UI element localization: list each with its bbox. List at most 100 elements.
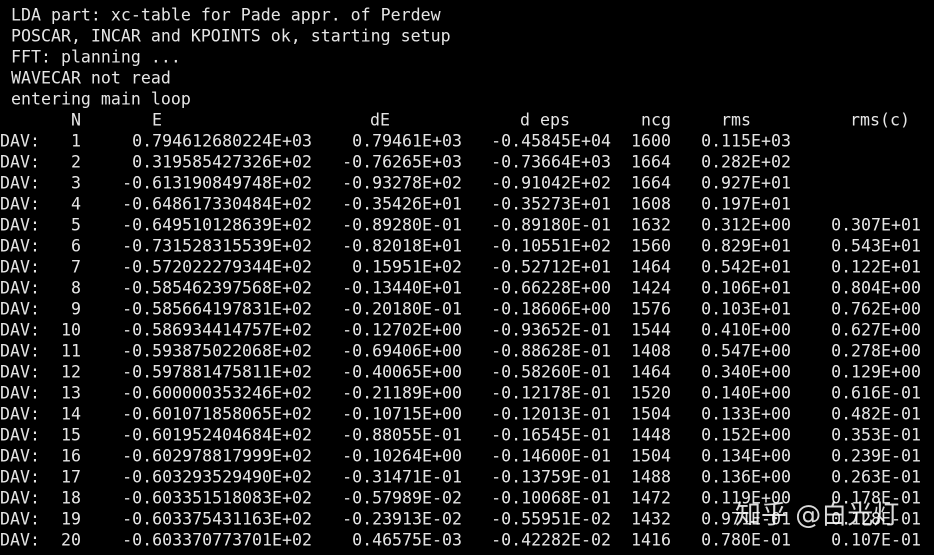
step-number: 8 [71, 279, 81, 298]
eigenvalue-change: -0.14600E-01 [491, 447, 611, 466]
rms: 0.927E+01 [701, 174, 791, 193]
eigenvalue-change: -0.42282E-02 [491, 531, 611, 550]
eigenvalue-change: -0.88628E-01 [491, 342, 611, 361]
energy-change: -0.69406E+00 [342, 342, 462, 361]
column-header: dE [370, 111, 390, 130]
rms: 0.134E+00 [701, 447, 791, 466]
energy: -0.601071858065E+02 [122, 405, 312, 424]
eigenvalue-change: -0.12013E-01 [491, 405, 611, 424]
eigenvalue-change: -0.93652E-01 [491, 321, 611, 340]
step-number: 19 [61, 510, 81, 529]
energy-change: -0.23913E-02 [342, 510, 462, 529]
rms: 0.103E+01 [701, 300, 791, 319]
energy: -0.586934414757E+02 [122, 321, 312, 340]
energy-change: -0.31471E-01 [342, 468, 462, 487]
eigenvalue-change: -0.66228E+00 [491, 279, 611, 298]
row-label: DAV: [0, 363, 40, 382]
ncg: 1464 [631, 363, 671, 382]
column-header: rms(c) [850, 111, 910, 130]
ncg: 1544 [631, 321, 671, 340]
rms-c: 0.278E+00 [831, 342, 921, 361]
rms-c: 0.239E-01 [831, 447, 921, 466]
log-line: SCALAPACK will be used [11, 0, 231, 4]
column-header: rms [721, 111, 751, 130]
step-number: 13 [61, 384, 81, 403]
energy-change: -0.57989E-02 [342, 489, 462, 508]
energy-change: 0.46575E-03 [352, 531, 462, 550]
energy: -0.600000353246E+02 [122, 384, 312, 403]
energy: -0.597881475811E+02 [122, 363, 312, 382]
rms: 0.780E-01 [701, 531, 791, 550]
rms-c: 0.616E-01 [831, 384, 921, 403]
eigenvalue-change: -0.35273E+01 [491, 195, 611, 214]
rms: 0.340E+00 [701, 363, 791, 382]
step-number: 1 [71, 132, 81, 151]
column-header: N [71, 111, 81, 130]
energy-change: -0.13440E+01 [342, 279, 462, 298]
step-number: 9 [71, 300, 81, 319]
eigenvalue-change: -0.73664E+03 [491, 153, 611, 172]
row-label: DAV: [0, 489, 40, 508]
rms: 0.971E-01 [701, 510, 791, 529]
energy: 0.319585427326E+02 [132, 153, 312, 172]
rms: 0.106E+01 [701, 279, 791, 298]
energy-change: 0.15951E+02 [352, 258, 462, 277]
energy: -0.572022279344E+02 [122, 258, 312, 277]
eigenvalue-change: -0.58260E-01 [491, 363, 611, 382]
ncg: 1664 [631, 153, 671, 172]
rms-c: 0.122E+01 [831, 258, 921, 277]
ncg: 1560 [631, 237, 671, 256]
row-label: DAV: [0, 426, 40, 445]
energy: -0.585462397568E+02 [122, 279, 312, 298]
step-number: 18 [61, 489, 81, 508]
row-label: DAV: [0, 447, 40, 466]
ncg: 1408 [631, 342, 671, 361]
step-number: 16 [61, 447, 81, 466]
rms-c: 0.627E+00 [831, 321, 921, 340]
row-label: DAV: [0, 216, 40, 235]
step-number: 15 [61, 426, 81, 445]
ncg: 1424 [631, 279, 671, 298]
column-header: d eps [520, 111, 570, 130]
log-line: POSCAR, INCAR and KPOINTS ok, starting s… [11, 27, 451, 46]
ncg: 1432 [631, 510, 671, 529]
rms-c: 0.804E+00 [831, 279, 921, 298]
rms-c: 0.543E+01 [831, 237, 921, 256]
row-label: DAV: [0, 342, 40, 361]
step-number: 7 [71, 258, 81, 277]
energy-change: -0.93278E+02 [342, 174, 462, 193]
rms: 0.197E+01 [701, 195, 791, 214]
energy-change: -0.76265E+03 [342, 153, 462, 172]
column-header: E [152, 111, 162, 130]
eigenvalue-change: -0.91042E+02 [491, 174, 611, 193]
eigenvalue-change: -0.16545E-01 [491, 426, 611, 445]
log-line: WAVECAR not read [11, 69, 171, 88]
rms-c: 0.762E+00 [831, 300, 921, 319]
ncg: 1520 [631, 384, 671, 403]
log-line: entering main loop [11, 90, 191, 109]
rms: 0.410E+00 [701, 321, 791, 340]
watermark: 知乎 @白光灯 [735, 501, 899, 531]
rms: 0.829E+01 [701, 237, 791, 256]
ncg: 1600 [631, 132, 671, 151]
rms: 0.152E+00 [701, 426, 791, 445]
step-number: 12 [61, 363, 81, 382]
row-label: DAV: [0, 258, 40, 277]
rms-c: 0.107E-01 [831, 531, 921, 550]
energy-change: -0.12702E+00 [342, 321, 462, 340]
rms: 0.119E+00 [701, 489, 791, 508]
row-label: DAV: [0, 300, 40, 319]
ncg: 1504 [631, 447, 671, 466]
step-number: 4 [71, 195, 81, 214]
energy: -0.603375431163E+02 [122, 510, 312, 529]
eigenvalue-change: -0.10551E+02 [491, 237, 611, 256]
step-number: 3 [71, 174, 81, 193]
row-label: DAV: [0, 384, 40, 403]
step-number: 11 [61, 342, 81, 361]
energy: -0.649510128639E+02 [122, 216, 312, 235]
log-line: LDA part: xc-table for Pade appr. of Per… [11, 6, 441, 25]
energy-change: -0.89280E-01 [342, 216, 462, 235]
